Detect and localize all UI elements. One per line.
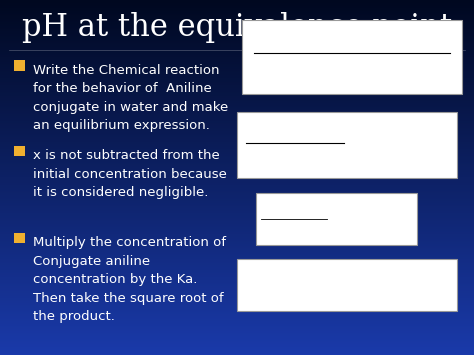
FancyBboxPatch shape	[237, 112, 457, 178]
Text: Multiply the concentration of
Conjugate aniline
concentration by the Ka.
Then ta: Multiply the concentration of Conjugate …	[33, 236, 226, 323]
FancyBboxPatch shape	[14, 60, 25, 71]
FancyBboxPatch shape	[237, 259, 457, 311]
FancyBboxPatch shape	[14, 233, 25, 243]
Text: $x^2 = 0.050 \cdot (2.3 \times 10^{-5})$: $x^2 = 0.050 \cdot (2.3 \times 10^{-5})$	[249, 276, 407, 294]
Text: $[x][x]$: $[x][x]$	[268, 203, 294, 215]
Text: Write the Chemical reaction
for the behavior of  Aniline
conjugate in water and : Write the Chemical reaction for the beha…	[33, 64, 228, 132]
FancyBboxPatch shape	[242, 20, 462, 94]
FancyBboxPatch shape	[256, 193, 417, 245]
FancyBboxPatch shape	[14, 146, 25, 156]
Text: $[C_6H_5NH_3^+]$: $[C_6H_5NH_3^+]$	[332, 62, 400, 80]
Text: $[0.050 - x]$: $[0.050 - x]$	[261, 222, 311, 234]
Text: $= 2.3 \times 10^{-5}$: $= 2.3 \times 10^{-5}$	[332, 212, 391, 225]
Text: $[0.050 - x]$: $[0.050 - x]$	[249, 149, 318, 165]
Text: x is not subtracted from the
initial concentration because
it is considered negl: x is not subtracted from the initial con…	[33, 149, 227, 199]
Text: $= 2.3 \times 10^{-5}$: $= 2.3 \times 10^{-5}$	[351, 136, 431, 152]
Text: pH at the equivalence point: pH at the equivalence point	[22, 12, 452, 43]
Text: $[x][x]$: $[x][x]$	[258, 124, 293, 139]
Text: $K_a = [C_6H_5NH_2][H_3O^+]$: $K_a = [C_6H_5NH_2][H_3O^+]$	[249, 34, 382, 51]
